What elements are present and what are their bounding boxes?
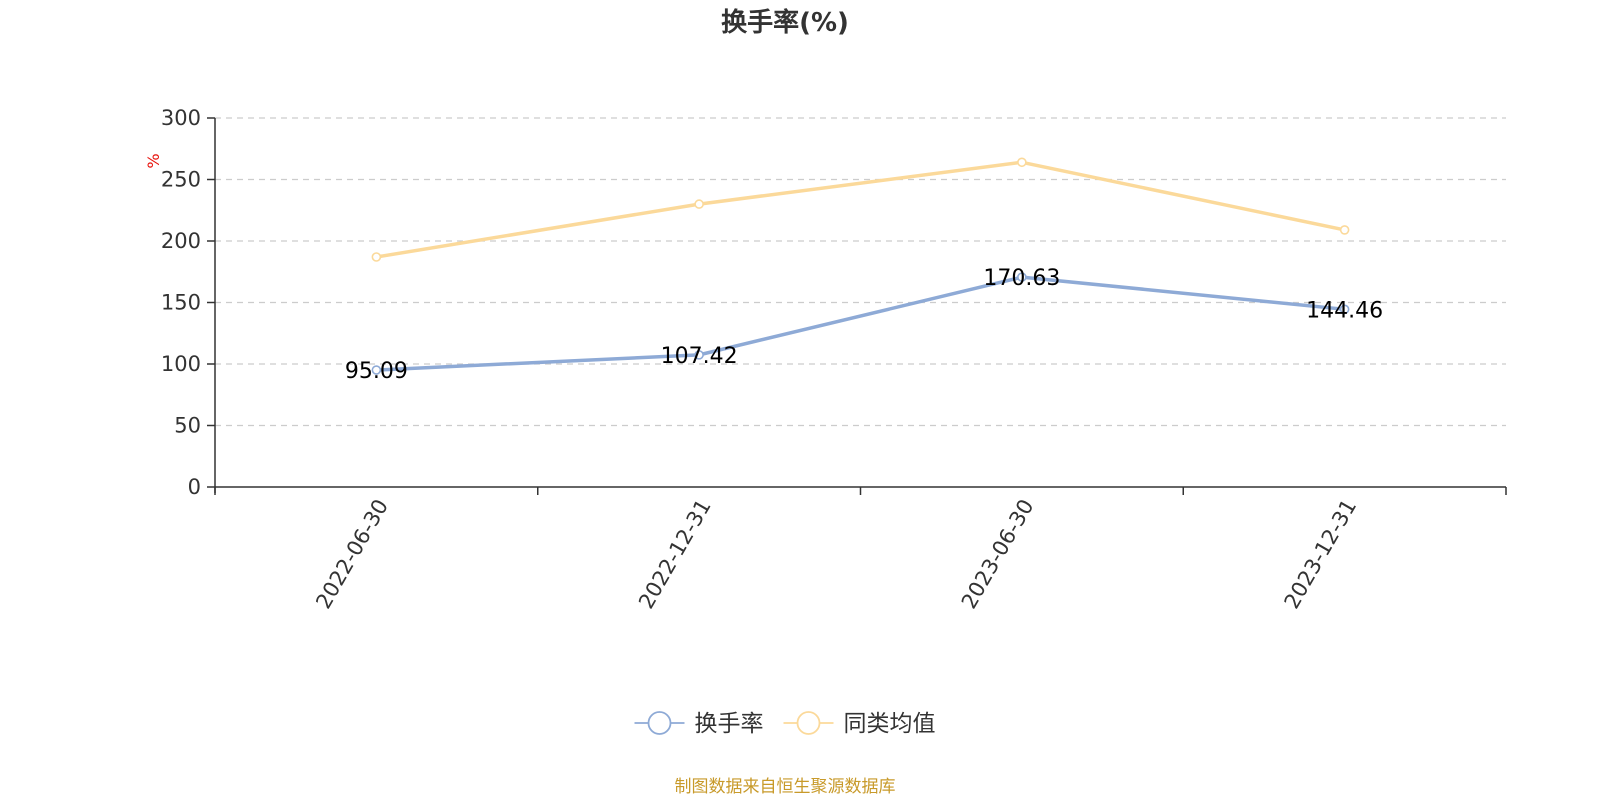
x-tick-label: 2022-06-30 xyxy=(311,495,393,613)
data-point xyxy=(1339,225,1350,235)
y-tick-label: 300 xyxy=(161,106,201,130)
data-point xyxy=(1017,157,1027,168)
legend-item[interactable]: 同类均值 xyxy=(783,711,936,737)
data-label: 144.46 xyxy=(1306,298,1383,323)
data-point xyxy=(1017,272,1027,282)
grid-lines xyxy=(215,117,1506,427)
data-labels: 95.09 107.42 170.63 144.46 xyxy=(345,266,1383,384)
legend[interactable]: 换手率 同类均值 xyxy=(634,711,936,737)
legend-marker xyxy=(647,711,672,735)
x-tick-label: 2022-12-31 xyxy=(634,495,716,613)
legend-marker xyxy=(796,711,821,735)
x-tick-label: 2023-12-31 xyxy=(1280,495,1362,613)
legend-label: 换手率 xyxy=(695,711,764,737)
source-note: 制图数据来自恒生聚源数据库 xyxy=(675,777,896,797)
y-tick-label: 250 xyxy=(161,168,201,192)
y-tick-label: 100 xyxy=(161,352,201,376)
y-tick-label: 150 xyxy=(161,291,201,315)
data-point xyxy=(1339,304,1350,315)
y-tick-label: 50 xyxy=(174,414,201,438)
data-label: 170.63 xyxy=(983,266,1060,291)
series-line xyxy=(374,160,1347,259)
y-tick-label: 0 xyxy=(188,475,201,499)
data-label: 107.42 xyxy=(661,344,738,369)
data-point xyxy=(371,365,382,375)
data-point xyxy=(371,252,382,262)
data-label: 95.09 xyxy=(345,359,408,384)
y-axis-unit-label: % xyxy=(144,153,163,168)
legend-label: 同类均值 xyxy=(844,711,936,737)
series-line xyxy=(374,275,1347,372)
legend-item[interactable]: 换手率 xyxy=(634,711,764,737)
y-tick-label: 200 xyxy=(161,229,201,253)
data-point xyxy=(694,199,704,209)
series-lines xyxy=(371,157,1350,375)
x-tick-label: 2023-06-30 xyxy=(957,495,1039,613)
chart-title: 换手率(%) xyxy=(721,7,849,38)
data-point xyxy=(694,350,704,360)
